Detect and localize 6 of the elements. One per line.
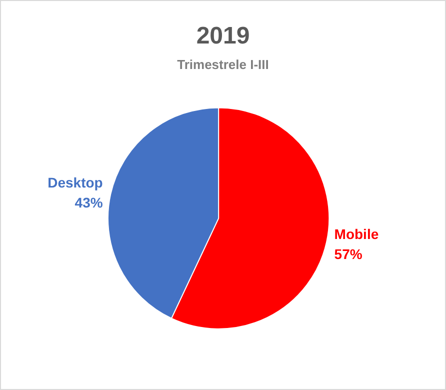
- chart-subtitle: Trimestrele I-III: [177, 57, 269, 72]
- data-label: 57%: [334, 246, 363, 262]
- data-label: 43%: [74, 194, 104, 210]
- slice-label: Mobile: [334, 226, 379, 242]
- slice-label: Desktop: [48, 174, 103, 190]
- chart-title: 2019: [196, 22, 250, 50]
